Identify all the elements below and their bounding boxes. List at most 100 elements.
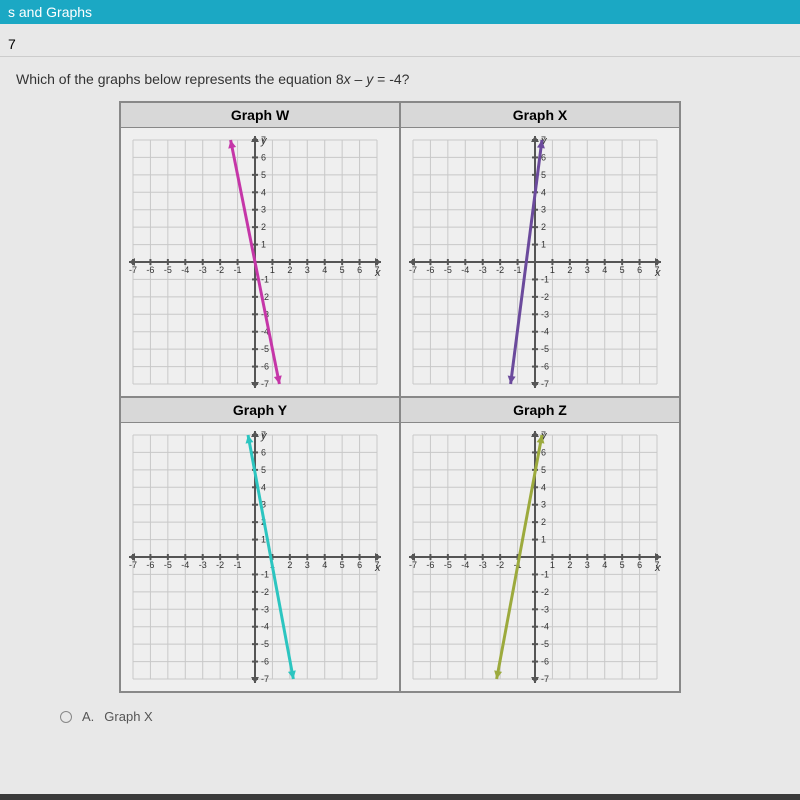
svg-text:-7: -7 [261, 674, 269, 684]
question-number: 7 [0, 24, 800, 57]
svg-text:5: 5 [261, 170, 266, 180]
svg-text:-3: -3 [479, 265, 487, 275]
svg-text:1: 1 [541, 535, 546, 545]
svg-text:1: 1 [541, 240, 546, 250]
svg-text:-7: -7 [541, 674, 549, 684]
svg-text:2: 2 [541, 222, 546, 232]
svg-text:5: 5 [340, 265, 345, 275]
svg-text:-6: -6 [261, 657, 269, 667]
svg-text:3: 3 [585, 560, 590, 570]
svg-text:x: x [654, 267, 661, 279]
graph-x-plot: -7-6-5-4-3-2-11234567-7-6-5-4-3-2-112345… [401, 128, 679, 396]
graph-z-plot: -7-6-5-4-3-2-11234567-7-6-5-4-3-2-112345… [401, 423, 679, 691]
radio-icon[interactable] [60, 711, 72, 723]
svg-text:4: 4 [541, 187, 546, 197]
svg-text:-6: -6 [261, 362, 269, 372]
svg-text:-7: -7 [129, 560, 137, 570]
svg-text:-1: -1 [261, 274, 269, 284]
svg-text:5: 5 [620, 265, 625, 275]
svg-text:-4: -4 [541, 622, 549, 632]
graph-z-cell: Graph Z -7-6-5-4-3-2-11234567-7-6-5-4-3-… [400, 397, 680, 692]
graph-y-cell: Graph Y -7-6-5-4-3-2-11234567-7-6-5-4-3-… [120, 397, 400, 692]
svg-text:x: x [374, 267, 381, 279]
svg-text:-7: -7 [129, 265, 137, 275]
answer-letter: A. [82, 709, 94, 724]
svg-text:4: 4 [602, 265, 607, 275]
svg-text:6: 6 [541, 152, 546, 162]
svg-text:-4: -4 [181, 265, 189, 275]
svg-text:1: 1 [261, 240, 266, 250]
svg-text:3: 3 [305, 560, 310, 570]
svg-text:-2: -2 [216, 560, 224, 570]
graph-y-plot: -7-6-5-4-3-2-11234567-7-6-5-4-3-2-112345… [121, 423, 399, 691]
svg-text:4: 4 [261, 482, 266, 492]
svg-text:-7: -7 [409, 265, 417, 275]
svg-text:6: 6 [541, 447, 546, 457]
svg-text:5: 5 [541, 170, 546, 180]
graph-z-title: Graph Z [401, 398, 679, 423]
svg-text:-3: -3 [261, 604, 269, 614]
svg-text:3: 3 [585, 265, 590, 275]
svg-text:y: y [260, 430, 268, 442]
svg-text:4: 4 [261, 187, 266, 197]
svg-text:-1: -1 [514, 265, 522, 275]
svg-text:3: 3 [541, 205, 546, 215]
svg-text:-2: -2 [541, 292, 549, 302]
svg-text:x: x [374, 562, 381, 574]
svg-text:-6: -6 [146, 560, 154, 570]
svg-text:-7: -7 [409, 560, 417, 570]
svg-text:-1: -1 [234, 265, 242, 275]
svg-text:-3: -3 [199, 560, 207, 570]
svg-text:-2: -2 [261, 587, 269, 597]
svg-text:-6: -6 [426, 265, 434, 275]
answer-option-a[interactable]: A. Graph X [0, 693, 800, 724]
svg-text:5: 5 [541, 465, 546, 475]
svg-text:6: 6 [637, 560, 642, 570]
svg-text:-2: -2 [216, 265, 224, 275]
graph-w-plot: -7-6-5-4-3-2-11234567-7-6-5-4-3-2-112345… [121, 128, 399, 396]
svg-text:-4: -4 [261, 622, 269, 632]
svg-text:-1: -1 [541, 569, 549, 579]
svg-text:-6: -6 [426, 560, 434, 570]
svg-text:-3: -3 [199, 265, 207, 275]
svg-text:-5: -5 [261, 344, 269, 354]
svg-text:-5: -5 [444, 265, 452, 275]
svg-text:-5: -5 [444, 560, 452, 570]
svg-text:4: 4 [322, 265, 327, 275]
svg-text:-6: -6 [541, 362, 549, 372]
svg-text:-4: -4 [461, 265, 469, 275]
graphs-container: Graph W -7-6-5-4-3-2-11234567-7-6-5-4-3-… [0, 101, 800, 693]
svg-text:4: 4 [322, 560, 327, 570]
svg-text:6: 6 [637, 265, 642, 275]
header-title: s and Graphs [8, 4, 92, 20]
svg-text:-1: -1 [261, 569, 269, 579]
svg-text:-5: -5 [164, 560, 172, 570]
svg-text:-7: -7 [541, 379, 549, 389]
svg-text:4: 4 [602, 560, 607, 570]
svg-text:-6: -6 [146, 265, 154, 275]
svg-text:2: 2 [567, 265, 572, 275]
svg-text:-2: -2 [496, 560, 504, 570]
svg-text:4: 4 [541, 482, 546, 492]
svg-text:1: 1 [270, 265, 275, 275]
svg-text:-7: -7 [261, 379, 269, 389]
svg-text:-4: -4 [541, 327, 549, 337]
svg-text:-4: -4 [181, 560, 189, 570]
svg-text:3: 3 [261, 205, 266, 215]
graphs-table: Graph W -7-6-5-4-3-2-11234567-7-6-5-4-3-… [119, 101, 681, 693]
svg-text:-2: -2 [541, 587, 549, 597]
svg-text:1: 1 [261, 535, 266, 545]
svg-text:-3: -3 [541, 309, 549, 319]
svg-text:-1: -1 [234, 560, 242, 570]
svg-text:1: 1 [550, 265, 555, 275]
graph-x-title: Graph X [401, 103, 679, 128]
svg-text:-1: -1 [541, 274, 549, 284]
svg-text:5: 5 [261, 465, 266, 475]
svg-text:6: 6 [261, 447, 266, 457]
svg-text:-5: -5 [164, 265, 172, 275]
svg-text:3: 3 [305, 265, 310, 275]
svg-text:-5: -5 [541, 344, 549, 354]
graph-x-cell: Graph X -7-6-5-4-3-2-11234567-7-6-5-4-3-… [400, 102, 680, 397]
svg-text:1: 1 [550, 560, 555, 570]
answer-label: Graph X [104, 709, 152, 724]
